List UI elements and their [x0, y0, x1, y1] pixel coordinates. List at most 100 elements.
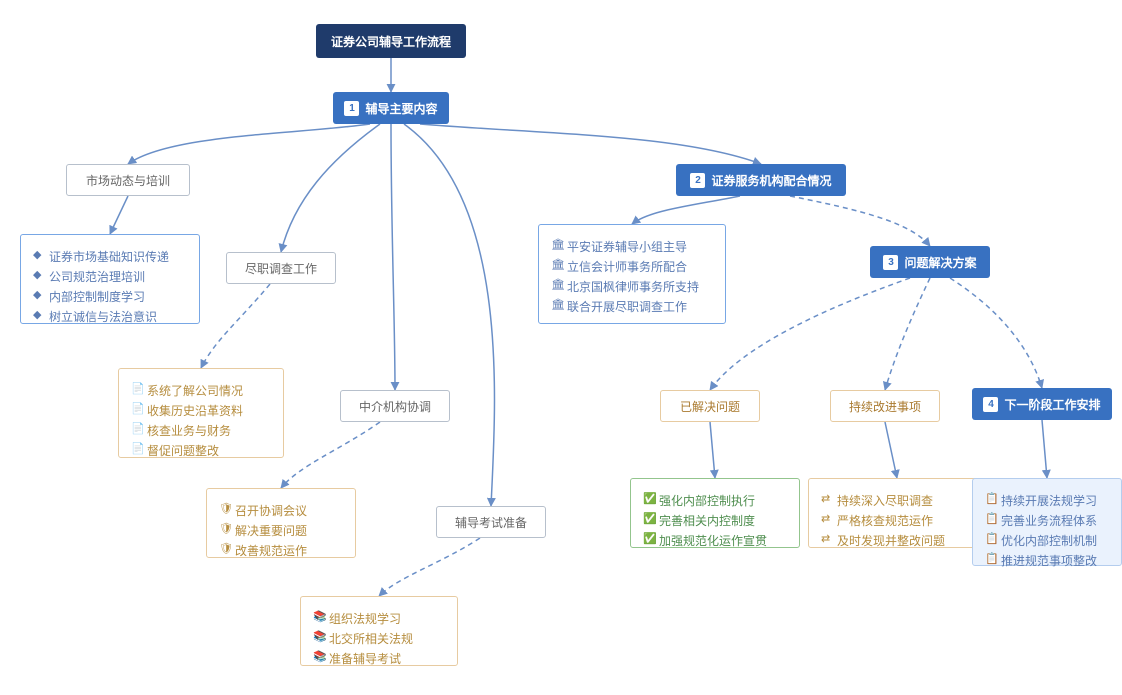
list-item: 🛡解决重要问题 — [219, 522, 307, 539]
item-icon: ⇄ — [821, 492, 837, 505]
list-item: 📚准备辅导考试 — [313, 650, 413, 667]
list-item: 🛡改善规范运作 — [219, 542, 307, 559]
item-icon: 📋 — [985, 552, 1001, 565]
list-item: ◆证券市场基础知识传递 — [33, 248, 169, 265]
item-text: 树立诚信与法治意识 — [49, 308, 157, 325]
item-icon: ✅ — [643, 532, 659, 545]
list-item: ⇄严格核查规范运作 — [821, 512, 945, 529]
item-text: 公司规范治理培训 — [49, 268, 145, 285]
item-text: 推进规范事项整改 — [1001, 552, 1097, 569]
list-item: 📄收集历史沿革资料 — [131, 402, 243, 419]
node-p4-num: 4 — [983, 397, 998, 412]
node-mkt-label: 市场动态与培训 — [86, 172, 170, 189]
card-cont-list: ⇄持续深入尽职调查⇄严格核查规范运作⇄及时发现并整改问题 — [821, 489, 945, 552]
node-root: 证券公司辅导工作流程 — [316, 24, 466, 58]
node-coord-label: 中介机构协调 — [359, 398, 431, 415]
item-text: 准备辅导考试 — [329, 650, 401, 667]
item-icon: ✅ — [643, 512, 659, 525]
list-item: 📄核查业务与财务 — [131, 422, 243, 439]
card-mkt-list: ◆证券市场基础知识传递◆公司规范治理培训◆内部控制制度学习◆树立诚信与法治意识 — [33, 245, 169, 328]
item-icon: ⇄ — [821, 532, 837, 545]
item-icon: 📄 — [131, 442, 147, 455]
node-exam-label: 辅导考试准备 — [455, 514, 527, 531]
item-icon: ◆ — [33, 248, 49, 261]
item-icon: 🏛 — [551, 258, 567, 271]
item-text: 强化内部控制执行 — [659, 492, 755, 509]
item-text: 完善业务流程体系 — [1001, 512, 1097, 529]
node-cont-label: 持续改进事项 — [849, 398, 921, 415]
card-exam: 📚组织法规学习📚北交所相关法规📚准备辅导考试 — [300, 596, 458, 666]
item-text: 证券市场基础知识传递 — [49, 248, 169, 265]
node-p3: 3 问题解决方案 — [870, 246, 990, 278]
item-icon: ◆ — [33, 308, 49, 321]
node-p1-label: 辅导主要内容 — [365, 100, 437, 117]
list-item: ✅加强规范化运作宣贯 — [643, 532, 767, 549]
list-item: 📄督促问题整改 — [131, 442, 243, 459]
item-text: 持续深入尽职调查 — [837, 492, 933, 509]
item-icon: ⇄ — [821, 512, 837, 525]
item-text: 持续开展法规学习 — [1001, 492, 1097, 509]
card-coord-list: 🛡召开协调会议🛡解决重要问题🛡改善规范运作 — [219, 499, 307, 562]
node-p2-num: 2 — [690, 173, 705, 188]
node-p4: 4 下一阶段工作安排 — [972, 388, 1112, 420]
item-text: 北京国枫律师事务所支持 — [567, 278, 699, 295]
node-p2-label: 证券服务机构配合情况 — [711, 172, 831, 189]
list-item: 📋持续开展法规学习 — [985, 492, 1097, 509]
node-p4-label: 下一阶段工作安排 — [1004, 396, 1100, 413]
node-dd: 尽职调查工作 — [226, 252, 336, 284]
node-solved: 已解决问题 — [660, 390, 760, 422]
node-p1: 1 辅导主要内容 — [333, 92, 449, 124]
node-exam: 辅导考试准备 — [436, 506, 546, 538]
node-p3-label: 问题解决方案 — [904, 254, 976, 271]
item-icon: 📋 — [985, 492, 1001, 505]
item-text: 核查业务与财务 — [147, 422, 231, 439]
item-icon: ◆ — [33, 268, 49, 281]
list-item: 🏛联合开展尽职调查工作 — [551, 298, 699, 315]
list-item: ✅完善相关内控制度 — [643, 512, 767, 529]
item-text: 及时发现并整改问题 — [837, 532, 945, 549]
item-icon: 📋 — [985, 512, 1001, 525]
list-item: 📋完善业务流程体系 — [985, 512, 1097, 529]
card-exam-list: 📚组织法规学习📚北交所相关法规📚准备辅导考试 — [313, 607, 413, 670]
list-item: ✅强化内部控制执行 — [643, 492, 767, 509]
item-text: 平安证券辅导小组主导 — [567, 238, 687, 255]
item-icon: 🏛 — [551, 278, 567, 291]
list-item: ⇄持续深入尽职调查 — [821, 492, 945, 509]
item-icon: 📚 — [313, 610, 329, 623]
card-solved-list: ✅强化内部控制执行✅完善相关内控制度✅加强规范化运作宣贯 — [643, 489, 767, 552]
item-icon: 🛡 — [219, 542, 235, 555]
item-icon: ◆ — [33, 288, 49, 301]
list-item: 🏛立信会计师事务所配合 — [551, 258, 699, 275]
list-item: ⇄及时发现并整改问题 — [821, 532, 945, 549]
item-text: 完善相关内控制度 — [659, 512, 755, 529]
item-text: 严格核查规范运作 — [837, 512, 933, 529]
item-text: 收集历史沿革资料 — [147, 402, 243, 419]
list-item: ◆内部控制制度学习 — [33, 288, 169, 305]
node-coord: 中介机构协调 — [340, 390, 450, 422]
item-icon: 🏛 — [551, 298, 567, 311]
list-item: ◆树立诚信与法治意识 — [33, 308, 169, 325]
node-p3-num: 3 — [883, 255, 898, 270]
list-item: 📋优化内部控制机制 — [985, 532, 1097, 549]
item-icon: 📄 — [131, 422, 147, 435]
item-text: 系统了解公司情况 — [147, 382, 243, 399]
card-next: 📋持续开展法规学习📋完善业务流程体系📋优化内部控制机制📋推进规范事项整改 — [972, 478, 1122, 566]
node-mkt: 市场动态与培训 — [66, 164, 190, 196]
list-item: 📄系统了解公司情况 — [131, 382, 243, 399]
item-icon: ✅ — [643, 492, 659, 505]
item-icon: 📄 — [131, 402, 147, 415]
card-solved: ✅强化内部控制执行✅完善相关内控制度✅加强规范化运作宣贯 — [630, 478, 800, 548]
list-item: 📚组织法规学习 — [313, 610, 413, 627]
card-dd: 📄系统了解公司情况📄收集历史沿革资料📄核查业务与财务📄督促问题整改 — [118, 368, 284, 458]
list-item: 🛡召开协调会议 — [219, 502, 307, 519]
item-icon: 🛡 — [219, 502, 235, 515]
flowchart-canvas: 证券公司辅导工作流程 1 辅导主要内容 市场动态与培训 2 证券服务机构配合情况… — [0, 0, 1122, 695]
node-p2: 2 证券服务机构配合情况 — [676, 164, 846, 196]
item-text: 召开协调会议 — [235, 502, 307, 519]
card-coord: 🛡召开协调会议🛡解决重要问题🛡改善规范运作 — [206, 488, 356, 558]
list-item: 📋推进规范事项整改 — [985, 552, 1097, 569]
list-item: ◆公司规范治理培训 — [33, 268, 169, 285]
item-icon: 📚 — [313, 630, 329, 643]
item-text: 督促问题整改 — [147, 442, 219, 459]
item-icon: 📋 — [985, 532, 1001, 545]
